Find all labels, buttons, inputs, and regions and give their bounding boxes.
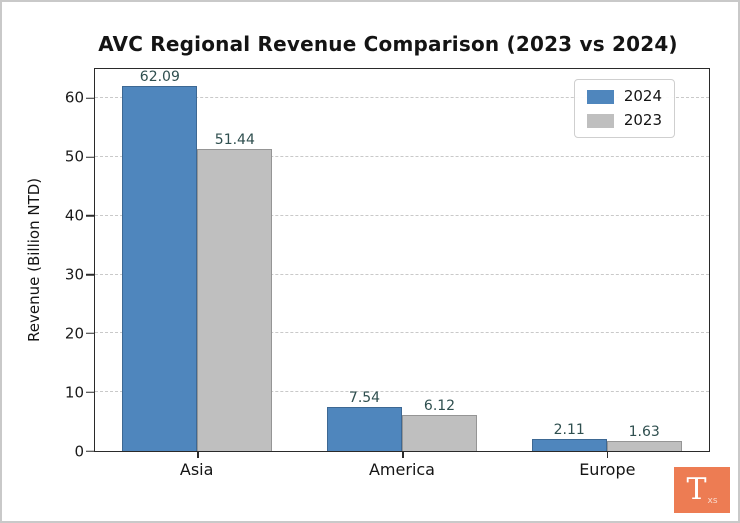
bar-groups: 62.09 51.44 7.54 6.12 2.11 1.63	[95, 69, 709, 451]
legend-item-2023: 2023	[586, 111, 662, 129]
bar-value-label: 2.11	[553, 421, 585, 438]
bar-group-america: 7.54 6.12	[300, 69, 505, 451]
y-axis-title: Revenue (Billion NTD)	[25, 177, 43, 343]
bar-2024-america: 7.54	[327, 391, 402, 451]
bar-value-label: 1.63	[628, 424, 660, 441]
y-tick-label: 0	[74, 442, 84, 461]
gridline	[95, 156, 709, 158]
gridline	[95, 273, 709, 275]
bar-2023-europe: 1.63	[606, 425, 682, 451]
y-tick-mark	[86, 332, 94, 335]
bar-value-label: 7.54	[348, 389, 381, 406]
legend: 2024 2023	[573, 79, 675, 138]
y-tick-mark	[86, 97, 94, 100]
bar-value-label: 62.09	[139, 69, 180, 86]
logo-letter: T	[686, 472, 707, 507]
x-axis-ticks: Asia America Europe	[94, 460, 710, 479]
x-tick-mark	[197, 451, 199, 458]
gridline	[95, 332, 709, 334]
x-tick-label-europe: Europe	[579, 460, 636, 479]
bar-value-label: 6.12	[423, 398, 456, 415]
legend-swatch-2023	[586, 113, 614, 128]
legend-label-2023: 2023	[623, 111, 662, 129]
bar-2024-asia: 62.09	[122, 70, 198, 451]
chart-title: AVC Regional Revenue Comparison (2023 vs…	[98, 32, 678, 56]
bar-group-asia: 62.09 51.44	[95, 69, 300, 451]
x-tick-label-america: America	[368, 460, 435, 479]
y-tick-mark	[86, 450, 94, 452]
bar-group-europe: 2.11 1.63	[504, 69, 709, 451]
y-tick-mark	[86, 156, 94, 158]
plot-area: 62.09 51.44 7.54 6.12 2.11 1.63 2024 2023	[86, 68, 710, 458]
y-tick-label: 60	[64, 88, 84, 107]
logo-subtext: xs	[707, 496, 718, 506]
y-tick-label: 40	[64, 206, 84, 225]
bar-value-label: 51.44	[214, 131, 255, 148]
gridline	[95, 391, 709, 393]
y-tick-label: 30	[64, 265, 84, 284]
legend-item-2024: 2024	[586, 87, 662, 105]
y-tick-label: 20	[64, 324, 84, 343]
gridlines	[95, 69, 709, 451]
bar-2023-america: 6.12	[402, 399, 477, 451]
x-tick-label-asia: Asia	[179, 460, 214, 479]
y-tick-mark	[86, 273, 94, 276]
legend-swatch-2024	[586, 89, 614, 104]
y-tick-mark	[86, 215, 94, 217]
gridline	[95, 97, 709, 99]
legend-label-2024: 2024	[623, 87, 662, 105]
x-tick-mark	[606, 451, 609, 458]
y-tick-label: 10	[64, 383, 84, 402]
y-axis-ticks: 0 10 20 30 40 50 60	[46, 68, 84, 459]
y-tick-mark	[86, 391, 94, 393]
gridline	[95, 214, 709, 216]
bar-2023-asia: 51.44	[197, 133, 273, 451]
y-tick-label: 50	[64, 147, 84, 166]
x-tick-mark	[402, 451, 404, 458]
bar-2024-europe: 2.11	[531, 423, 607, 451]
